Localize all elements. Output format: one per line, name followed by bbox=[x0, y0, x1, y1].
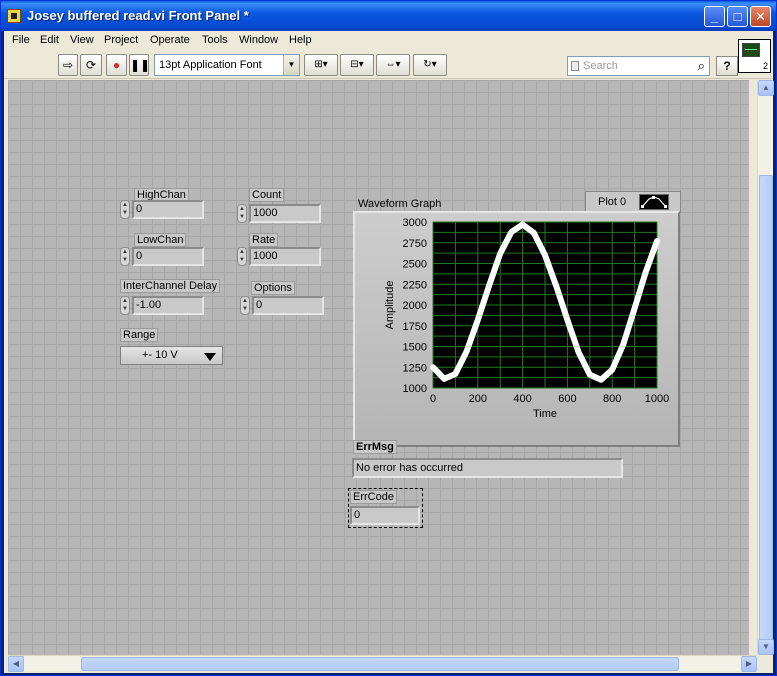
x-axis-label: Time bbox=[533, 408, 557, 420]
menu-operate[interactable]: Operate bbox=[150, 34, 190, 46]
resize-objects-button[interactable]: ⇔▾ bbox=[376, 54, 410, 76]
dropdown-arrow-icon bbox=[204, 353, 216, 361]
lowchan-label: LowChan bbox=[134, 233, 187, 247]
y-tick-label: 2250 bbox=[403, 279, 427, 291]
labview-icon bbox=[7, 9, 21, 23]
maximize-button[interactable]: □ bbox=[727, 6, 748, 27]
front-panel: HighChan ▲ ▼ 0 LowChan ▲ ▼ 0 InterChannel … bbox=[8, 80, 749, 655]
highchan-increment[interactable]: ▲ ▼ bbox=[120, 200, 130, 219]
menu-view[interactable]: View bbox=[70, 34, 94, 46]
y-tick-label: 1000 bbox=[403, 383, 427, 395]
font-selector-value: 13pt Application Font bbox=[159, 59, 262, 71]
series-line-plot-0 bbox=[430, 221, 660, 383]
reorder-button[interactable]: ↻▾ bbox=[413, 54, 447, 76]
minimize-button[interactable]: _ bbox=[704, 6, 725, 27]
x-tick-label: 400 bbox=[513, 393, 531, 405]
scroll-left-icon[interactable]: ◀ bbox=[8, 656, 24, 672]
toolbar: ⇨ ⟳ ● ❚❚ 13pt Application Font ▼ ⊞▾ ⊟▾ ⇔… bbox=[4, 51, 773, 79]
close-button[interactable]: ✕ bbox=[750, 6, 771, 27]
menu-window[interactable]: Window bbox=[239, 34, 279, 46]
vi-connector-icon[interactable]: 2 bbox=[738, 39, 771, 73]
errcode-label: ErrCode bbox=[350, 490, 397, 504]
x-tick-label: 800 bbox=[603, 393, 621, 405]
menu-help[interactable]: Help bbox=[289, 34, 312, 46]
options-input[interactable]: 0 bbox=[252, 296, 324, 315]
menu-bar: File Edit View Project Operate Tools Win… bbox=[4, 31, 773, 51]
menu-file[interactable]: File bbox=[12, 34, 30, 46]
distribute-objects-button[interactable]: ⊟▾ bbox=[340, 54, 374, 76]
range-ring[interactable]: +- 10 V bbox=[120, 346, 223, 365]
y-tick-label: 2500 bbox=[403, 259, 427, 271]
lowchan-increment[interactable]: ▲ ▼ bbox=[120, 247, 130, 266]
menu-tools[interactable]: Tools bbox=[202, 34, 228, 46]
vertical-scrollbar[interactable]: ▲ ▼ bbox=[757, 80, 774, 655]
interchannel-delay-input[interactable]: -1.00 bbox=[132, 296, 204, 315]
graph-title: Waveform Graph bbox=[358, 198, 442, 210]
y-tick-label: 2000 bbox=[403, 300, 427, 312]
scroll-right-icon[interactable]: ▶ bbox=[741, 656, 757, 672]
errmsg-label: ErrMsg bbox=[353, 440, 397, 454]
font-selector[interactable]: 13pt Application Font ▼ bbox=[154, 54, 300, 76]
x-tick-label: 200 bbox=[469, 393, 487, 405]
client-area: File Edit View Project Operate Tools Win… bbox=[4, 31, 774, 673]
y-tick-label: 1250 bbox=[403, 362, 427, 374]
plot-sample-icon bbox=[639, 194, 669, 210]
lowchan-input[interactable]: 0 bbox=[132, 247, 204, 266]
search-icon[interactable]: ⌕ bbox=[697, 58, 705, 73]
interchannel-delay-increment[interactable]: ▲ ▼ bbox=[120, 296, 130, 315]
x-tick-label: 600 bbox=[558, 393, 576, 405]
y-axis-label: Amplitude bbox=[384, 281, 396, 330]
vi-icon-screen bbox=[742, 43, 760, 57]
options-increment[interactable]: ▲ ▼ bbox=[240, 296, 250, 315]
highchan-input[interactable]: 0 bbox=[132, 200, 204, 219]
context-help-button[interactable]: ? bbox=[716, 56, 738, 76]
waveform-graph[interactable]: 0 200 400 600 800 1000 1000 1250 1500 1750 2000 225… bbox=[353, 211, 680, 447]
horizontal-scroll-thumb[interactable] bbox=[81, 657, 679, 671]
pause-button[interactable]: ❚❚ bbox=[129, 54, 150, 76]
count-input[interactable]: 1000 bbox=[249, 204, 321, 223]
run-continuously-button[interactable]: ⟳ bbox=[80, 54, 102, 76]
chevron-down-icon: ▼ bbox=[283, 55, 299, 75]
range-label: Range bbox=[120, 328, 159, 342]
rate-input[interactable]: 1000 bbox=[249, 247, 321, 266]
vi-icon-number: 2 bbox=[762, 61, 768, 71]
search-box[interactable]: Search ⌕ bbox=[567, 56, 710, 76]
errcode-indicator: 0 bbox=[350, 506, 420, 525]
y-tick-label: 2750 bbox=[403, 238, 427, 250]
menu-edit[interactable]: Edit bbox=[40, 34, 59, 46]
menu-project[interactable]: Project bbox=[104, 34, 139, 46]
graph-canvas: 0 200 400 600 800 1000 1000 1250 1500 1750 2000 225… bbox=[384, 217, 669, 420]
search-placeholder: Search bbox=[583, 60, 618, 72]
scroll-up-icon[interactable]: ▲ bbox=[758, 80, 774, 96]
x-tick-label: 1000 bbox=[645, 393, 669, 405]
errcode-selection-outline[interactable] bbox=[348, 488, 423, 528]
plot-legend-name: Plot 0 bbox=[598, 196, 627, 208]
title-bar[interactable]: Josey buffered read.vi Front Panel * _ □… bbox=[1, 1, 776, 31]
run-button[interactable]: ⇨ bbox=[58, 54, 78, 76]
align-objects-button[interactable]: ⊞▾ bbox=[304, 54, 338, 76]
search-scope-icon bbox=[571, 61, 579, 71]
plot-legend[interactable]: Plot 0 bbox=[585, 191, 681, 213]
y-tick-label: 1500 bbox=[403, 342, 427, 354]
range-value: +- 10 V bbox=[142, 349, 178, 361]
y-tick-label: 3000 bbox=[403, 217, 427, 229]
horizontal-scrollbar[interactable]: ◀ ▶ bbox=[8, 655, 757, 672]
options-label: Options bbox=[251, 281, 295, 295]
scroll-down-icon[interactable]: ▼ bbox=[758, 639, 774, 655]
errmsg-indicator: No error has occurred bbox=[352, 458, 623, 478]
interchannel-delay-label: InterChannel Delay bbox=[120, 279, 221, 293]
count-label: Count bbox=[249, 188, 285, 202]
window-title: Josey buffered read.vi Front Panel * bbox=[27, 8, 249, 23]
vertical-scroll-thumb[interactable] bbox=[759, 175, 773, 641]
y-tick-label: 1750 bbox=[403, 321, 427, 333]
rate-increment[interactable]: ▲ ▼ bbox=[237, 247, 247, 266]
count-increment[interactable]: ▲ ▼ bbox=[237, 204, 247, 223]
x-tick-label: 0 bbox=[430, 393, 436, 405]
rate-label: Rate bbox=[249, 233, 279, 247]
abort-button[interactable]: ● bbox=[106, 54, 127, 76]
